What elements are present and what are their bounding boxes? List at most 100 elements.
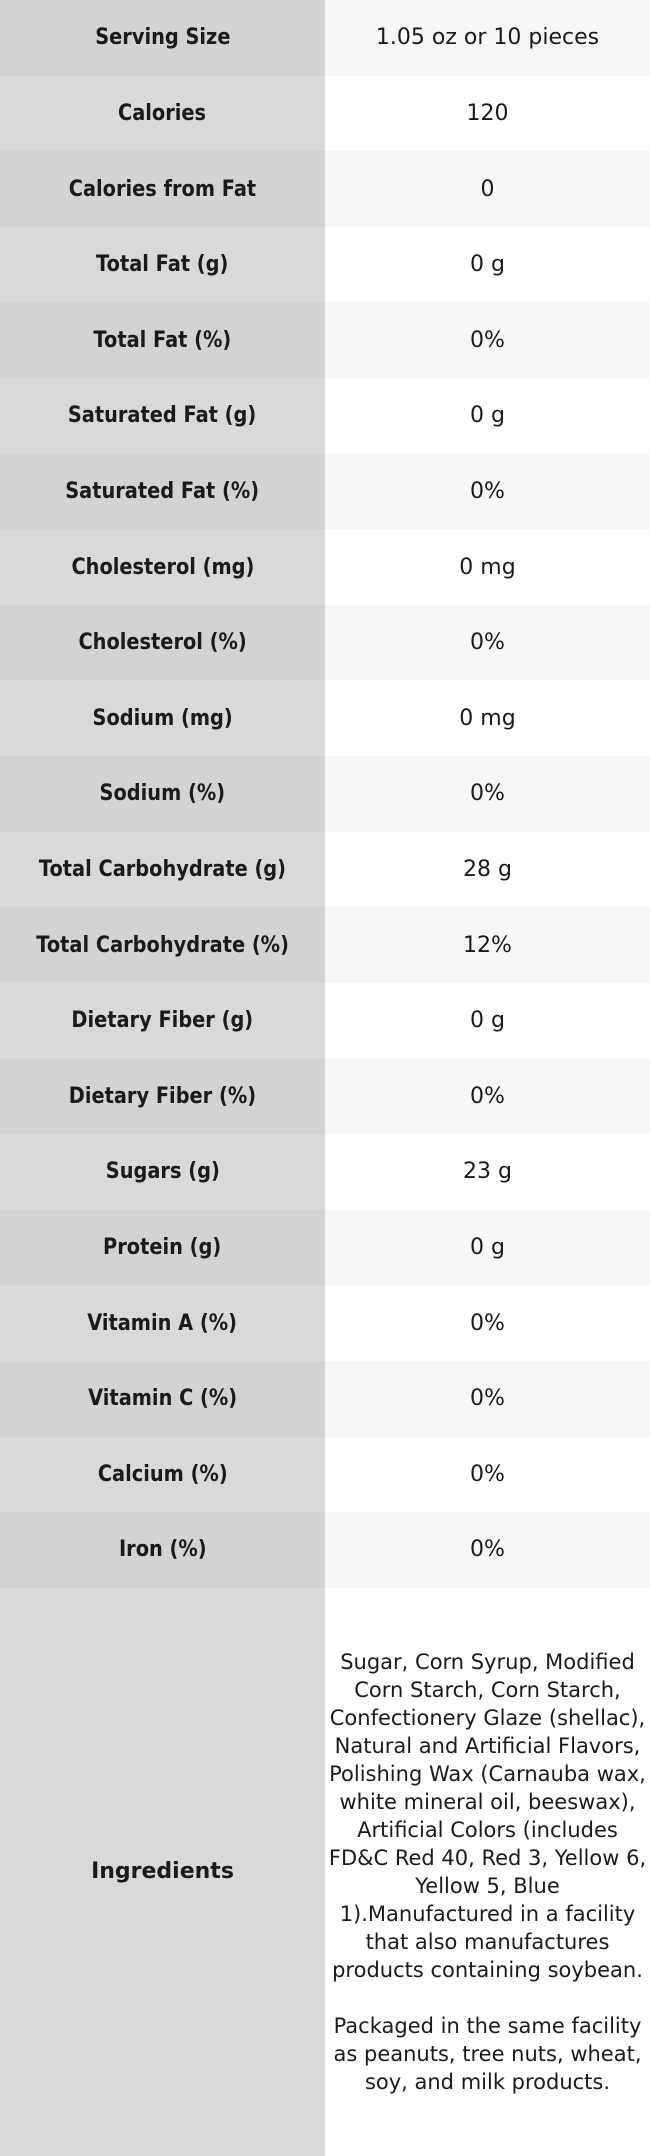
row-label-cell: Calories from Fat	[0, 151, 325, 227]
table-row: Calcium (%) 0%	[0, 1436, 650, 1513]
table-row: Calories from Fat 0	[0, 151, 650, 227]
row-value-cell: 12%	[325, 907, 650, 983]
row-label: Sodium (%)	[99, 781, 226, 807]
row-label: Serving Size	[94, 25, 231, 51]
row-value-cell: 0%	[325, 453, 650, 530]
table-row: Sugars (g) 23 g	[0, 1134, 650, 1210]
row-value: 12%	[463, 932, 512, 958]
row-label-cell: Calories	[0, 75, 325, 152]
row-label: Total Fat (%)	[93, 327, 232, 353]
row-label-cell: Calcium (%)	[0, 1436, 325, 1513]
row-label-cell: Protein (g)	[0, 1209, 325, 1286]
row-value: 0%	[470, 1083, 505, 1109]
row-label-cell: Cholesterol (%)	[0, 604, 325, 681]
row-value-cell: 0%	[325, 604, 650, 681]
row-label-cell: Total Carbohydrate (%)	[0, 907, 325, 983]
row-label-cell: Saturated Fat (g)	[0, 378, 325, 454]
row-value: 0	[480, 176, 495, 202]
table-row: Saturated Fat (%) 0%	[0, 453, 650, 530]
row-value-cell: 0	[325, 151, 650, 227]
table-row: Serving Size 1.05 oz or 10 pieces	[0, 0, 650, 76]
row-label-cell: Vitamin C (%)	[0, 1360, 325, 1437]
table-row: Total Fat (g) 0 g	[0, 226, 650, 303]
row-label-cell: Sodium (mg)	[0, 680, 325, 757]
row-label-cell: Sugars (g)	[0, 1134, 325, 1210]
row-label-cell: Sodium (%)	[0, 756, 325, 832]
ingredients-row: Ingredients Sugar, Corn Syrup, Modified …	[0, 1587, 650, 2156]
table-row: Total Fat (%) 0%	[0, 302, 650, 379]
row-value: 0%	[470, 327, 505, 353]
row-value: 0 g	[470, 403, 505, 429]
table-row: Sodium (%) 0%	[0, 756, 650, 832]
row-value: 1.05 oz or 10 pieces	[375, 25, 600, 51]
row-label-cell: Iron (%)	[0, 1512, 325, 1588]
table-row: Dietary Fiber (%) 0%	[0, 1058, 650, 1135]
row-label-cell: Vitamin A (%)	[0, 1285, 325, 1361]
row-value: 120	[466, 100, 509, 126]
row-label: Saturated Fat (g)	[68, 403, 257, 429]
row-label-cell: Total Fat (%)	[0, 302, 325, 379]
row-value-cell: 0 g	[325, 1209, 650, 1286]
row-label: Saturated Fat (%)	[65, 478, 260, 504]
table-row: Total Carbohydrate (%) 12%	[0, 907, 650, 983]
row-value-cell: 0 mg	[325, 680, 650, 757]
table-row: Cholesterol (mg) 0 mg	[0, 529, 650, 605]
row-value: 23 g	[463, 1159, 512, 1185]
row-label-cell: Dietary Fiber (%)	[0, 1058, 325, 1135]
row-value: 0 g	[470, 1235, 505, 1261]
table-row: Iron (%) 0%	[0, 1512, 650, 1588]
row-label-cell: Total Carbohydrate (g)	[0, 831, 325, 908]
row-label: Cholesterol (%)	[78, 630, 247, 656]
row-value-cell: 0 mg	[325, 529, 650, 605]
table-row: Vitamin A (%) 0%	[0, 1285, 650, 1361]
row-value-cell: 0%	[325, 1436, 650, 1513]
row-value-cell: 0%	[325, 1058, 650, 1135]
row-value: 0%	[470, 1310, 505, 1336]
table-row: Vitamin C (%) 0%	[0, 1360, 650, 1437]
row-value: 0%	[470, 1537, 505, 1563]
table-row: Saturated Fat (g) 0 g	[0, 378, 650, 454]
row-label: Iron (%)	[118, 1537, 207, 1563]
table-row: Protein (g) 0 g	[0, 1209, 650, 1286]
row-value: 0 mg	[459, 705, 516, 731]
row-value: 0%	[470, 630, 505, 656]
row-value-cell: 0 g	[325, 226, 650, 303]
nutrition-rows-container: Serving Size 1.05 oz or 10 pieces Calori…	[0, 0, 650, 1588]
row-label: Total Carbohydrate (%)	[36, 932, 289, 958]
row-value: 28 g	[463, 857, 512, 882]
row-label: Calories from Fat	[68, 176, 257, 202]
row-label: Total Fat (g)	[96, 252, 229, 278]
row-value-cell: 0%	[325, 1512, 650, 1588]
row-value-cell: 1.05 oz or 10 pieces	[325, 0, 650, 76]
row-value-cell: 0%	[325, 756, 650, 832]
row-label: Vitamin A (%)	[87, 1310, 238, 1336]
row-label-cell: Saturated Fat (%)	[0, 453, 325, 530]
row-label: Dietary Fiber (%)	[68, 1083, 257, 1109]
row-value: 0%	[470, 478, 505, 504]
table-row: Total Carbohydrate (g) 28 g	[0, 831, 650, 908]
row-label-cell: Serving Size	[0, 0, 325, 76]
row-label: Protein (g)	[103, 1235, 222, 1261]
row-value-cell: 120	[325, 75, 650, 152]
row-label-cell: Total Fat (g)	[0, 226, 325, 303]
row-label: Calories	[118, 100, 207, 126]
row-label-cell: Ingredients	[0, 1587, 325, 2156]
row-value: 0%	[470, 1386, 505, 1412]
row-value: 0%	[470, 1461, 505, 1487]
row-label-cell: Cholesterol (mg)	[0, 529, 325, 605]
row-value-cell: 0%	[325, 1360, 650, 1437]
ingredients-value: Sugar, Corn Syrup, Modified Corn Starch,…	[328, 1649, 647, 2094]
table-row: Dietary Fiber (g) 0 g	[0, 982, 650, 1059]
row-value-cell: Sugar, Corn Syrup, Modified Corn Starch,…	[325, 1587, 650, 2156]
row-label-cell: Dietary Fiber (g)	[0, 982, 325, 1059]
row-value-cell: 0%	[325, 1285, 650, 1361]
row-value-cell: 23 g	[325, 1134, 650, 1210]
row-value: 0 mg	[459, 554, 516, 580]
row-value: 0 g	[470, 252, 505, 278]
row-value-cell: 0 g	[325, 982, 650, 1059]
row-label: Sodium (mg)	[92, 705, 233, 731]
row-value: 0 g	[470, 1008, 505, 1034]
row-value-cell: 0 g	[325, 378, 650, 454]
row-label: Total Carbohydrate (g)	[38, 857, 287, 882]
